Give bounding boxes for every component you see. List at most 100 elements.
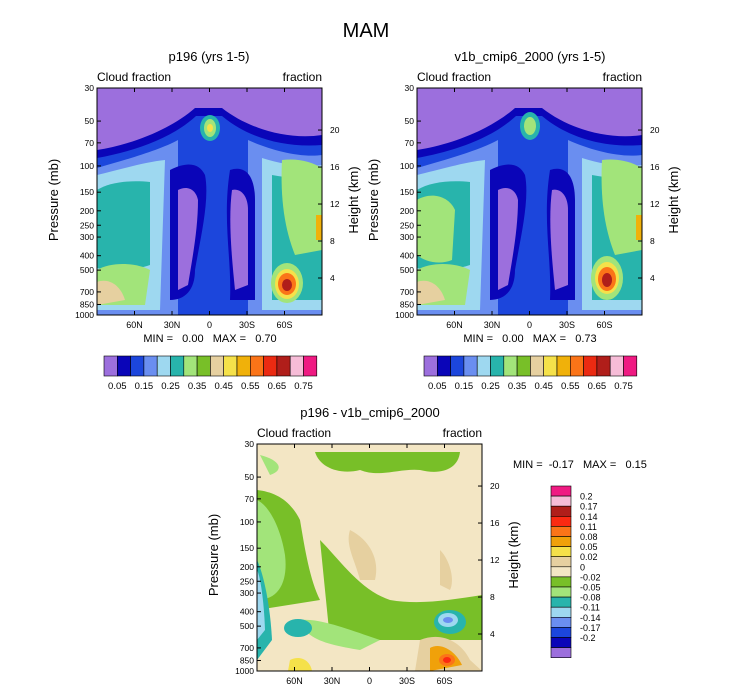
y-right-tick-label: 12 xyxy=(330,199,340,209)
x-tick-label: 30N xyxy=(484,320,501,330)
colorbar-label: 0.15 xyxy=(455,381,474,392)
panel-left-label: Cloud fraction xyxy=(257,426,331,440)
y-axis-right-label: Height (km) xyxy=(506,521,521,588)
y-tick-label: 50 xyxy=(85,116,95,126)
colorbar-swatch xyxy=(236,355,251,377)
y-tick-label: 30 xyxy=(85,83,95,93)
y-right-tick-label: 16 xyxy=(650,162,660,172)
colorbar-swatch xyxy=(223,355,238,377)
x-tick-label: 60N xyxy=(126,320,143,330)
colorbar-label: 0.05 xyxy=(580,542,598,552)
y-tick-label: 200 xyxy=(240,562,254,572)
colorbar-swatch xyxy=(550,546,572,557)
colorbar-swatch xyxy=(550,647,572,658)
y-axis-label: Pressure (mb) xyxy=(366,159,381,241)
colorbar-swatch xyxy=(170,355,185,377)
y-tick-label: 500 xyxy=(80,265,94,275)
colorbar-swatch xyxy=(550,556,572,568)
colorbar-swatch xyxy=(550,606,572,618)
colorbar-label: 0.65 xyxy=(268,381,287,392)
x-tick-label: 0 xyxy=(527,320,532,330)
panel-left-label: Cloud fraction xyxy=(97,70,171,84)
colorbar-label: 0.05 xyxy=(428,381,447,392)
colorbar-swatch xyxy=(569,355,584,377)
colorbar-swatch xyxy=(530,355,545,377)
y-tick-label: 700 xyxy=(80,287,94,297)
colorbar-label: 0.15 xyxy=(135,381,154,392)
min-max-text: MIN = 0.00 MAX = 0.70 xyxy=(143,333,276,345)
colorbar-label: 0.35 xyxy=(188,381,207,392)
colorbar-swatch xyxy=(550,536,572,547)
colorbar-swatch xyxy=(583,355,598,377)
y-tick-label: 1000 xyxy=(235,666,254,676)
colorbar-label: 0.02 xyxy=(580,552,598,562)
colorbar-swatch xyxy=(450,355,465,377)
y-tick-label: 200 xyxy=(400,206,414,216)
axis-ticks: 60N 30N 0 30S 60S 30 50 70 100 150 200 250 300 400 500… xyxy=(395,83,660,330)
colorbar-label: -0.2 xyxy=(580,633,596,643)
contour-field xyxy=(257,444,482,671)
y-tick-label: 200 xyxy=(80,206,94,216)
colorbar-label: 0.08 xyxy=(580,532,598,542)
y-right-tick-label: 20 xyxy=(650,125,660,135)
y-tick-label: 50 xyxy=(245,472,255,482)
panel-v1b: v1b_cmip6_2000 (yrs 1-5) Cloud fraction … xyxy=(366,49,681,392)
colorbar-swatch xyxy=(183,355,198,377)
y-right-tick-label: 20 xyxy=(330,125,340,135)
y-tick-label: 150 xyxy=(240,543,254,553)
colorbar-label: 0.25 xyxy=(481,381,500,392)
colorbar-swatch xyxy=(516,355,531,377)
colorbar-label: 0.2 xyxy=(580,492,593,502)
colorbar-label: 0.11 xyxy=(580,522,597,532)
colorbar-swatch xyxy=(623,355,638,377)
colorbar-swatch xyxy=(543,355,558,377)
y-tick-label: 150 xyxy=(80,187,94,197)
colorbar: 0.05 0.15 0.25 0.35 0.45 0.55 0.65 0.75 xyxy=(103,355,318,392)
colorbar-swatch xyxy=(550,485,572,497)
y-tick-label: 1000 xyxy=(75,310,94,320)
y-tick-label: 300 xyxy=(80,232,94,242)
colorbar-swatch xyxy=(550,526,572,537)
y-tick-label: 850 xyxy=(240,655,254,665)
x-tick-label: 60N xyxy=(446,320,463,330)
colorbar: 0.20.170.140.110.080.050.020-0.02-0.05-0… xyxy=(550,485,601,658)
y-tick-label: 250 xyxy=(400,220,414,230)
colorbar-label: 0.25 xyxy=(161,381,180,392)
main-title: MAM xyxy=(343,20,390,42)
colorbar-swatch xyxy=(117,355,131,377)
y-right-tick-label: 4 xyxy=(650,273,655,283)
x-tick-label: 30N xyxy=(164,320,181,330)
colorbar-swatch xyxy=(130,355,145,377)
x-tick-label: 60S xyxy=(276,320,292,330)
colorbar: 0.05 0.15 0.25 0.35 0.45 0.55 0.65 0.75 xyxy=(423,355,638,392)
y-right-tick-label: 8 xyxy=(650,236,655,246)
y-right-tick-label: 4 xyxy=(330,273,335,283)
colorbar-swatch xyxy=(423,355,438,377)
colorbar-label: 0 xyxy=(580,562,585,572)
colorbar-swatch xyxy=(550,616,572,628)
colorbar-swatch xyxy=(550,637,572,648)
y-tick-label: 700 xyxy=(400,287,414,297)
colorbar-swatch xyxy=(436,355,451,377)
panel-right-label: fraction xyxy=(603,70,642,84)
colorbar-swatch xyxy=(503,355,518,377)
y-right-tick-label: 8 xyxy=(330,236,335,246)
x-tick-label: 60S xyxy=(436,676,452,686)
y-right-tick-label: 16 xyxy=(490,518,500,528)
panel-p196: p196 (yrs 1-5) Cloud fraction fraction xyxy=(46,49,361,392)
y-tick-label: 250 xyxy=(80,220,94,230)
colorbar-label: 0.55 xyxy=(561,381,580,392)
x-tick-label: 60N xyxy=(286,676,303,686)
x-tick-label: 0 xyxy=(207,320,212,330)
colorbar-swatch xyxy=(550,515,572,527)
colorbar-swatch xyxy=(550,596,572,608)
colorbar-label: 0.45 xyxy=(534,381,553,392)
colorbar-swatch xyxy=(556,355,571,377)
y-right-tick-label: 16 xyxy=(330,162,340,172)
colorbar-label: 0.35 xyxy=(508,381,527,392)
y-tick-label: 100 xyxy=(240,517,254,527)
colorbar-label: 0.65 xyxy=(588,381,607,392)
panel-right-label: fraction xyxy=(283,70,322,84)
x-tick-label: 60S xyxy=(596,320,612,330)
